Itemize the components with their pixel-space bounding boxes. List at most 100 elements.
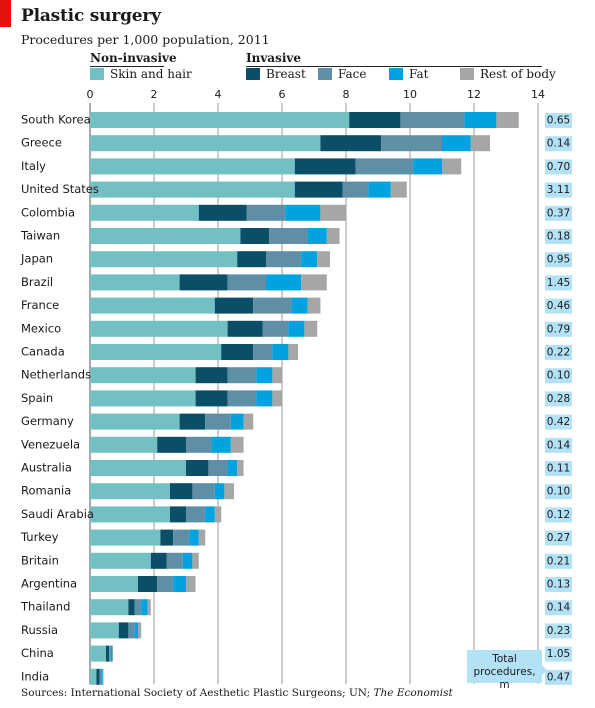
bar-segment-rest-of-body [288, 344, 298, 360]
bar-segment-fat [189, 529, 199, 546]
bar-segment-skin-and-hair [90, 413, 180, 430]
bar-segment-face [227, 367, 257, 384]
bar-segment-rest-of-body [326, 228, 340, 244]
bar-segment-rest-of-body [390, 181, 407, 198]
bar-segment-face [208, 460, 228, 476]
bar-segment-rest-of-body [112, 645, 114, 662]
total-value-label: 0.18 [547, 231, 570, 243]
bar-segment-face [227, 274, 266, 291]
category-label: Taiwan [20, 229, 60, 243]
bar-segment-breast [118, 622, 129, 639]
category-label: Canada [21, 345, 65, 359]
bar-segment-breast [96, 668, 100, 685]
bar-segment-breast [195, 367, 228, 384]
category-label: Russia [21, 623, 58, 637]
bar-segment-fat [227, 460, 238, 476]
legend-face: Face [318, 67, 367, 81]
total-value-label: 0.21 [547, 555, 570, 567]
bar-segment-breast [157, 436, 186, 453]
total-value-box [545, 368, 572, 384]
total-value-box [545, 461, 572, 476]
category-label: Netherlands [21, 368, 91, 382]
category-label: Mexico [21, 321, 61, 335]
bar-segment-skin-and-hair [90, 204, 199, 221]
total-value-box [545, 205, 572, 221]
total-value-label: 0.27 [547, 532, 570, 544]
category-label: Saudi Arabia [21, 507, 94, 521]
total-value-label: 0.28 [547, 393, 570, 405]
tick-labels: 0 2 4 6 8 10 12 14 [87, 88, 546, 101]
legend-swatch-breast [246, 68, 260, 80]
category-label: Turkey [20, 530, 59, 544]
bar-segment-breast [128, 599, 135, 616]
bar-segment-rest-of-body [317, 251, 330, 268]
bar-segment-breast [195, 390, 228, 407]
total-value-label: 0.42 [547, 416, 570, 428]
total-value-label: 1.05 [547, 648, 570, 660]
category-label: Brazil [21, 275, 53, 289]
total-value-label: 0.14 [547, 138, 571, 150]
bar-segment-skin-and-hair [90, 599, 129, 616]
bar-segment-skin-and-hair [90, 552, 151, 569]
total-value-label: 3.11 [547, 184, 570, 196]
legend-swatch-rest-of-body [460, 68, 474, 80]
bar-segment-rest-of-body [307, 297, 321, 314]
bar-segment-fat [256, 367, 273, 384]
bar-segment-face [381, 135, 442, 152]
bar-segment-face [99, 668, 102, 685]
bar-segment-face [186, 506, 206, 523]
bar-segment-fat [173, 576, 186, 592]
bar-segment-face [355, 158, 414, 175]
bar-segment-face [205, 413, 231, 430]
total-value-box [545, 553, 572, 569]
bar-segment-rest-of-body [496, 112, 519, 128]
source-publication: The Economist [373, 687, 453, 699]
bar-segment-rest-of-body [186, 576, 196, 592]
bar-segment-skin-and-hair [90, 390, 196, 407]
total-value-label: 0.37 [547, 207, 570, 219]
bar-segment-breast [170, 483, 193, 500]
bar-segment-rest-of-body [224, 483, 234, 500]
bar-segment-skin-and-hair [90, 297, 215, 314]
total-value-label: 0.13 [547, 579, 570, 591]
total-value-box [545, 113, 572, 128]
bar-segment-rest-of-body [230, 436, 244, 453]
brand-red-bar [0, 0, 11, 27]
x-tick-label-2: 2 [151, 88, 158, 101]
bar-segment-fat [368, 181, 391, 198]
bars-layer [90, 112, 519, 685]
bar-segment-skin-and-hair [90, 251, 238, 268]
bar-segment-skin-and-hair [90, 506, 170, 523]
bar-segment-skin-and-hair [90, 112, 350, 128]
bar-segment-breast [186, 460, 209, 476]
total-value-label: 0.14 [547, 439, 571, 451]
total-value-box [545, 507, 572, 523]
chart-title: Plastic surgery [21, 6, 161, 26]
total-value-box [545, 136, 572, 152]
bar-segment-face [186, 436, 212, 453]
bar-segment-breast [198, 204, 247, 221]
bar-segment-breast [294, 181, 343, 198]
total-value-box [545, 646, 572, 662]
bar-segment-breast [106, 645, 110, 662]
bar-segment-face [227, 390, 257, 407]
category-label: South Korea [21, 113, 91, 127]
bar-segment-face [253, 344, 273, 360]
category-label: Colombia [21, 205, 75, 219]
bar-segment-face [400, 112, 465, 128]
source-text: Sources: International Society of Aesthe… [21, 687, 374, 699]
bar-segment-rest-of-body [214, 506, 222, 523]
category-label: Britain [21, 553, 59, 567]
legend-swatch-fat [389, 68, 403, 80]
bar-segment-fat [110, 645, 113, 662]
bar-segment-face [157, 576, 174, 592]
x-tick-label-6: 6 [279, 88, 286, 101]
bar-segment-breast [160, 529, 174, 546]
bar-segment-fat [291, 297, 308, 314]
total-value-box [545, 345, 572, 360]
bar-segment-skin-and-hair [90, 436, 158, 453]
source-note: Sources: International Society of Aesthe… [21, 687, 453, 699]
legend-skin-and-hair: Skin and hair [90, 67, 192, 81]
category-label: Thailand [20, 600, 70, 614]
bar-segment-fat [464, 112, 497, 128]
